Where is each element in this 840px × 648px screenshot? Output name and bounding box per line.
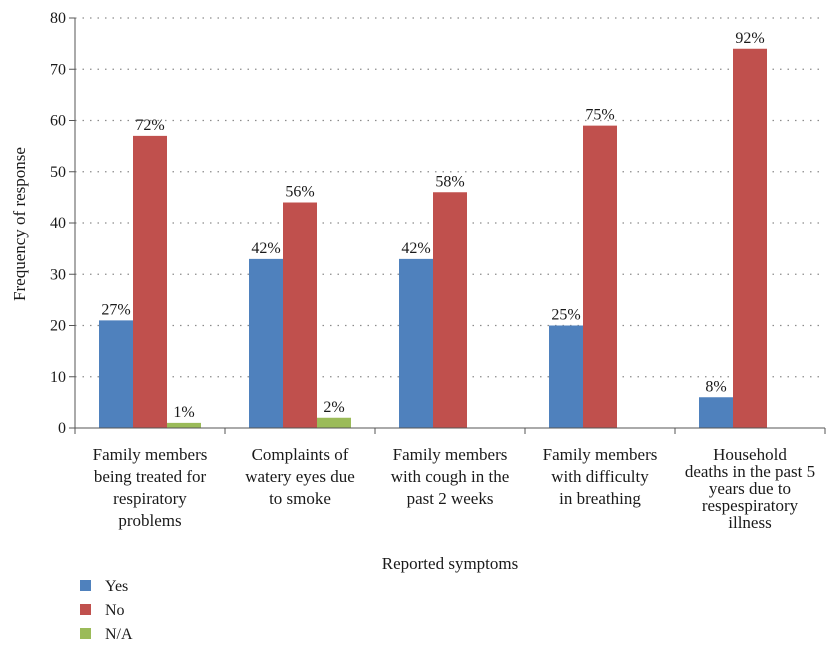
bar-no <box>283 202 317 428</box>
data-label: 8% <box>705 378 726 395</box>
x-axis <box>74 427 826 434</box>
y-axis-ticks: 0 10 20 30 40 50 60 70 80 <box>50 10 76 437</box>
y-tick-label: 0 <box>58 420 66 437</box>
x-category-label: Family members with difficulty in breathin… <box>543 445 658 508</box>
bars <box>99 48 767 428</box>
legend-label: No <box>105 602 125 619</box>
legend-swatch <box>80 628 91 639</box>
data-label: 1% <box>173 404 194 421</box>
data-labels: 27% 72% 1% 42% 56% 2% 42% 58% 25% 75% 8% 92% <box>101 30 764 421</box>
y-tick-label: 10 <box>50 369 66 386</box>
data-label: 42% <box>401 240 430 257</box>
bar-yes <box>699 397 733 428</box>
data-label: 75% <box>585 107 614 124</box>
x-category-label: Complaints of watery eyes due to smoke <box>245 445 355 508</box>
x-category-label: Family members with cough in the past 2 we… <box>391 445 510 508</box>
bar-no <box>133 135 167 428</box>
bar-yes <box>99 320 133 428</box>
bar-na <box>167 422 201 428</box>
bar-no <box>583 125 617 428</box>
x-category-label: Household deaths in the past 5 years due t… <box>685 445 815 532</box>
data-label: 58% <box>435 173 464 190</box>
y-tick-label: 80 <box>50 10 66 27</box>
y-tick-label: 60 <box>50 113 66 130</box>
legend-swatch <box>80 604 91 615</box>
bar-no <box>733 48 767 428</box>
bar-yes <box>249 258 283 428</box>
y-tick-label: 30 <box>50 266 66 283</box>
bar-no <box>433 192 467 428</box>
legend: Yes No N/A <box>80 578 133 643</box>
legend-label: Yes <box>105 578 128 595</box>
data-label: 42% <box>251 240 280 257</box>
bar-yes <box>399 258 433 428</box>
y-tick-label: 50 <box>50 164 66 181</box>
bar-yes <box>549 325 583 428</box>
legend-label: N/A <box>105 626 133 643</box>
data-label: 25% <box>551 307 580 324</box>
legend-swatch <box>80 580 91 591</box>
data-label: 92% <box>735 30 764 47</box>
y-axis-title: Frequency of response <box>10 147 29 301</box>
data-label: 72% <box>135 117 164 134</box>
x-axis-category-labels: Family members being treated for respirato… <box>93 445 816 532</box>
data-label: 27% <box>101 301 130 318</box>
x-axis-title: Reported symptoms <box>382 554 518 573</box>
x-category-label: Family members being treated for respirato… <box>93 445 208 530</box>
data-label: 56% <box>285 184 314 201</box>
bar-na <box>317 417 351 428</box>
y-tick-label: 70 <box>50 61 66 78</box>
y-tick-label: 40 <box>50 215 66 232</box>
data-label: 2% <box>323 399 344 416</box>
y-tick-label: 20 <box>50 318 66 335</box>
